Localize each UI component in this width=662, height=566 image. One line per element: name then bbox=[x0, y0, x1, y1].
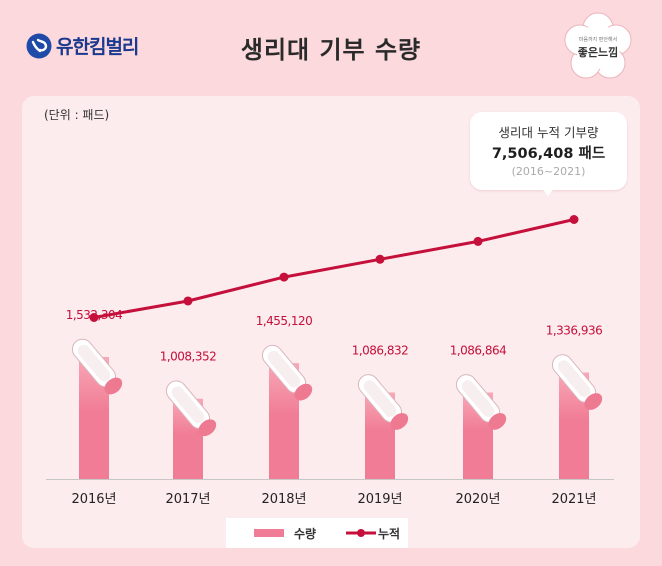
cumulative-callout: 생리대 누적 기부량 7,506,408 패드 (2016~2021) bbox=[470, 112, 627, 190]
x-tick-label: 2021년 bbox=[551, 492, 596, 507]
cumulative-point bbox=[569, 215, 579, 224]
badge-tagline: 마음까지 편안해서 bbox=[578, 37, 618, 43]
pad-core bbox=[171, 386, 205, 423]
x-tick-label: 2019년 bbox=[357, 492, 402, 507]
pad-wrap bbox=[390, 413, 409, 430]
pad-core bbox=[557, 360, 591, 397]
legend: 수량 누적 bbox=[226, 518, 408, 548]
legend-label-line: 누적 bbox=[378, 527, 401, 541]
pad-wrap bbox=[584, 393, 603, 410]
callout-title: 생리대 누적 기부량 bbox=[498, 125, 599, 140]
callout-value: 7,506,408 패드 bbox=[491, 146, 606, 162]
badge-name: 좋은느낌 bbox=[577, 46, 619, 59]
x-tick-label: 2017년 bbox=[165, 492, 210, 507]
legend-label-bar: 수량 bbox=[294, 527, 317, 541]
pad-core bbox=[77, 344, 111, 382]
brand-logo-icon bbox=[26, 33, 52, 58]
cumulative-point bbox=[375, 254, 385, 264]
cumulative-point bbox=[279, 272, 289, 282]
cumulative-point bbox=[89, 313, 99, 322]
pad-icon bbox=[261, 344, 313, 401]
pad-wrap bbox=[488, 413, 507, 430]
bar-value-label: 1,455,120 bbox=[256, 314, 313, 328]
bar-value-label: 1,008,352 bbox=[160, 350, 217, 364]
pad-wrap bbox=[294, 383, 313, 401]
pad-icon bbox=[551, 354, 603, 410]
bar-value-label: 1,086,832 bbox=[352, 343, 409, 357]
flower-badge-icon bbox=[564, 12, 632, 79]
brand: 유한킴벌리 bbox=[26, 32, 139, 59]
x-tick-label: 2020년 bbox=[455, 492, 500, 507]
cumulative-point bbox=[183, 296, 193, 306]
pad-wrap bbox=[198, 419, 217, 437]
product-badge: 마음까지 편안해서 좋은느낌 bbox=[561, 10, 635, 84]
legend-swatch-line bbox=[346, 529, 376, 537]
callout-years: (2016~2021) bbox=[511, 165, 586, 178]
pad-core bbox=[267, 350, 301, 388]
page-title: 생리대 기부 수량 bbox=[240, 36, 422, 64]
legend-swatch-bar bbox=[254, 529, 284, 537]
callout-tail bbox=[540, 186, 556, 196]
pad-wrap bbox=[104, 377, 123, 395]
cumulative-point bbox=[473, 236, 483, 246]
pad-core bbox=[363, 380, 397, 417]
cumulative-line bbox=[93, 218, 575, 319]
brand-name: 유한킴벌리 bbox=[56, 36, 139, 58]
x-tick-label: 2016년 bbox=[71, 492, 116, 507]
header: 유한킴벌리 생리대 기부 수량 마음까지 편안해서 좋은느낌 bbox=[0, 0, 662, 96]
bar-value-label: 1,336,936 bbox=[546, 324, 603, 338]
pad-icon bbox=[165, 380, 217, 437]
unit-label: (단위 : 패드) bbox=[44, 108, 110, 122]
pad-icon bbox=[357, 374, 409, 430]
bar-value-label: 1,086,864 bbox=[450, 343, 507, 357]
pad-icon bbox=[455, 374, 507, 430]
pad-core bbox=[461, 380, 495, 417]
pad-icon bbox=[71, 338, 123, 395]
x-tick-label: 2018년 bbox=[261, 492, 306, 507]
